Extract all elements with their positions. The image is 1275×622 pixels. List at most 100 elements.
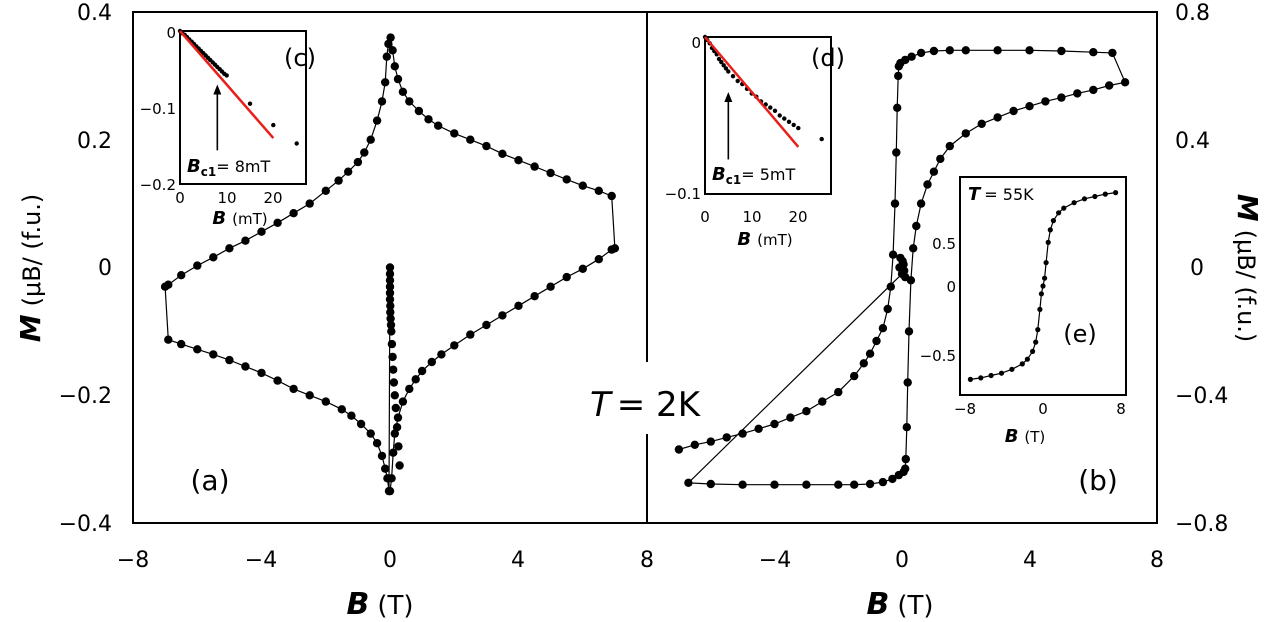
inset-e-ytick: −0.5 [920, 347, 956, 365]
panel-a-xtick: −4 [245, 548, 277, 573]
data-point [726, 69, 731, 74]
data-point [1108, 48, 1117, 58]
data-point [578, 181, 587, 190]
data-point [305, 199, 314, 208]
data-point [321, 186, 330, 195]
data-point [514, 301, 523, 310]
data-point [305, 391, 314, 400]
inset-e-label: (e) [1063, 320, 1097, 348]
bc1-arrowhead [724, 91, 733, 102]
data-point [1092, 193, 1098, 200]
panel-b-label: (b) [1078, 464, 1118, 497]
data-point [730, 74, 736, 79]
inset-e-xlabel: B (T) [1005, 426, 1046, 447]
data-point [721, 63, 726, 68]
panel-a-ytick: 0.2 [77, 129, 112, 154]
data-point [872, 336, 881, 346]
data-point [241, 362, 250, 371]
data-point [1009, 366, 1015, 372]
data-point [356, 419, 366, 429]
data-point [786, 119, 792, 125]
inset-e-plot [967, 190, 1119, 382]
data-point [1047, 227, 1053, 233]
data-point [607, 191, 616, 201]
data-point [594, 255, 603, 264]
data-point [594, 186, 603, 195]
inset-d-ytick: −0.1 [665, 185, 701, 203]
panel-b-plot [674, 46, 1130, 489]
panel-b-frame [646, 11, 1158, 524]
data-point [888, 474, 897, 484]
data-point [1024, 356, 1030, 362]
data-point [385, 269, 395, 279]
data-point [865, 479, 875, 489]
data-point [366, 135, 375, 144]
data-point [381, 464, 390, 473]
data-point [466, 135, 475, 144]
data-point [398, 87, 408, 97]
data-point [772, 108, 778, 114]
data-point [901, 272, 910, 282]
inset-c-annotation: Bc1= 8mT [187, 156, 270, 179]
inset-d-xtick: 10 [742, 208, 761, 226]
data-point [929, 46, 939, 56]
data-point [892, 148, 901, 157]
data-point [722, 433, 731, 442]
data-point [225, 244, 234, 253]
data-point [388, 352, 397, 362]
data-point [1041, 97, 1050, 106]
data-point [1045, 239, 1051, 245]
data-point [890, 199, 900, 208]
data-point [177, 339, 186, 349]
data-point [578, 264, 587, 273]
data-point [923, 180, 932, 189]
data-point [386, 301, 395, 310]
data-point [791, 122, 796, 128]
data-point [414, 106, 424, 116]
data-point [514, 156, 523, 165]
data-point [967, 376, 974, 382]
data-point [385, 263, 395, 272]
data-point [706, 479, 715, 489]
data-point [888, 250, 898, 259]
data-point [247, 101, 253, 106]
data-point [945, 141, 954, 151]
panel-a-ytick: −0.2 [59, 384, 112, 409]
data-point [271, 122, 276, 128]
data-point [1040, 283, 1046, 289]
panel-a-ytick: −0.4 [59, 512, 112, 537]
data-point [1037, 306, 1043, 312]
panel-b-ytick: −0.4 [1175, 384, 1228, 409]
data-point [498, 149, 507, 158]
data-point [546, 168, 555, 178]
panel-b-xtick: −4 [759, 548, 791, 573]
inset-c-ytick: −0.2 [140, 176, 176, 194]
inset-c-ytick: −0.1 [140, 100, 176, 118]
data-point [388, 46, 397, 55]
data-point [273, 376, 282, 385]
data-point [878, 477, 888, 487]
panel-a-plot [160, 33, 620, 496]
data-point [929, 167, 939, 176]
data-point [903, 378, 912, 387]
data-point [716, 56, 722, 62]
data-point [1102, 191, 1108, 197]
data-point [893, 103, 902, 113]
data-point [321, 397, 330, 406]
data-point [754, 424, 763, 433]
data-point [1089, 48, 1098, 57]
data-point [834, 480, 843, 489]
data-point [770, 419, 779, 429]
data-point [372, 116, 382, 125]
data-point [895, 263, 904, 272]
data-point [177, 271, 186, 280]
panel-a-xlabel: B (T) [346, 587, 413, 622]
data-point [1081, 196, 1088, 202]
data-point [796, 125, 801, 131]
data-point [738, 480, 747, 489]
data-point [209, 350, 218, 359]
data-point [1030, 348, 1036, 354]
data-point [1042, 275, 1048, 281]
data-point [334, 176, 343, 185]
data-point [904, 327, 914, 336]
